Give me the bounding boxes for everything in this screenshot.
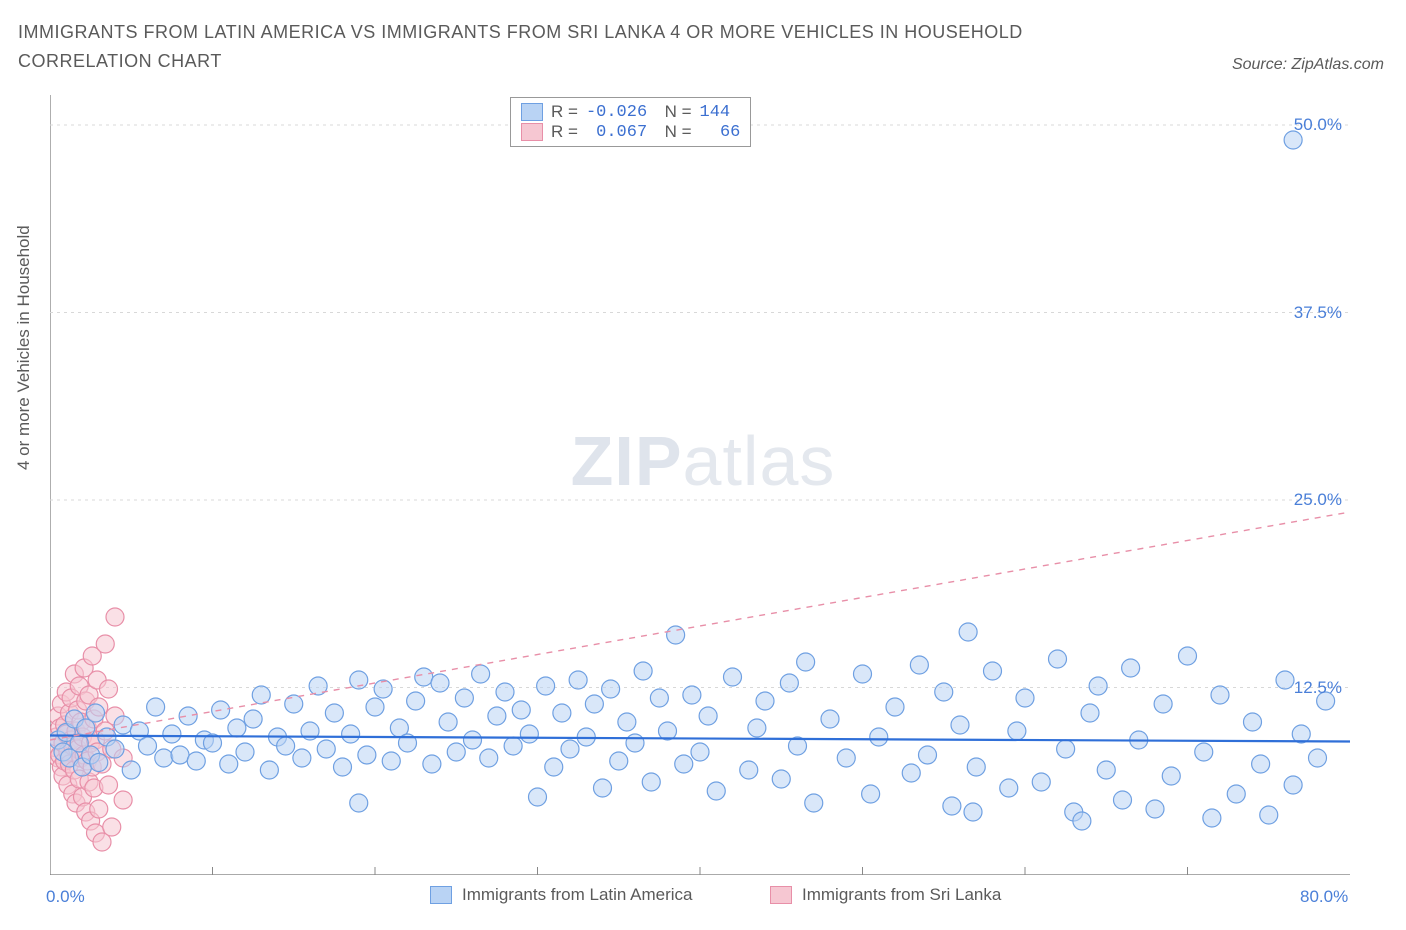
legend-n-value-1: 66	[700, 123, 741, 142]
correlation-legend: R = -0.026 N = 144 R = 0.067 N = 66	[510, 97, 751, 147]
legend-r-label: R =	[551, 102, 578, 122]
chart-container: IMMIGRANTS FROM LATIN AMERICA VS IMMIGRA…	[0, 0, 1406, 930]
source-attribution: Source: ZipAtlas.com	[1232, 56, 1384, 74]
y-tick-label: 25.0%	[1294, 490, 1342, 510]
bottom-legend-latin-america: Immigrants from Latin America	[430, 885, 693, 905]
legend-r-value-0: -0.026	[586, 103, 647, 122]
bottom-legend-label-0: Immigrants from Latin America	[462, 885, 693, 905]
y-tick-label: 50.0%	[1294, 115, 1342, 135]
legend-r-label: R =	[551, 122, 578, 142]
scatter-plot	[50, 95, 1350, 875]
legend-n-label: N =	[655, 102, 691, 122]
bottom-legend-sri-lanka: Immigrants from Sri Lanka	[770, 885, 1001, 905]
x-tick-right: 80.0%	[1300, 887, 1348, 907]
swatch-sri-lanka	[521, 123, 543, 141]
y-axis-label: 4 or more Vehicles in Household	[14, 225, 34, 470]
swatch-sri-lanka-icon	[770, 886, 792, 904]
legend-n-label: N =	[655, 122, 691, 142]
bottom-legend-label-1: Immigrants from Sri Lanka	[802, 885, 1001, 905]
y-tick-label: 12.5%	[1294, 678, 1342, 698]
legend-r-value-1: 0.067	[586, 123, 647, 142]
legend-row-latin-america: R = -0.026 N = 144	[521, 102, 740, 122]
y-tick-label: 37.5%	[1294, 303, 1342, 323]
legend-row-sri-lanka: R = 0.067 N = 66	[521, 122, 740, 142]
x-tick-left: 0.0%	[46, 887, 85, 907]
swatch-latin-america	[521, 103, 543, 121]
chart-title: IMMIGRANTS FROM LATIN AMERICA VS IMMIGRA…	[18, 18, 1108, 76]
legend-n-value-0: 144	[700, 103, 731, 122]
swatch-latin-america-icon	[430, 886, 452, 904]
